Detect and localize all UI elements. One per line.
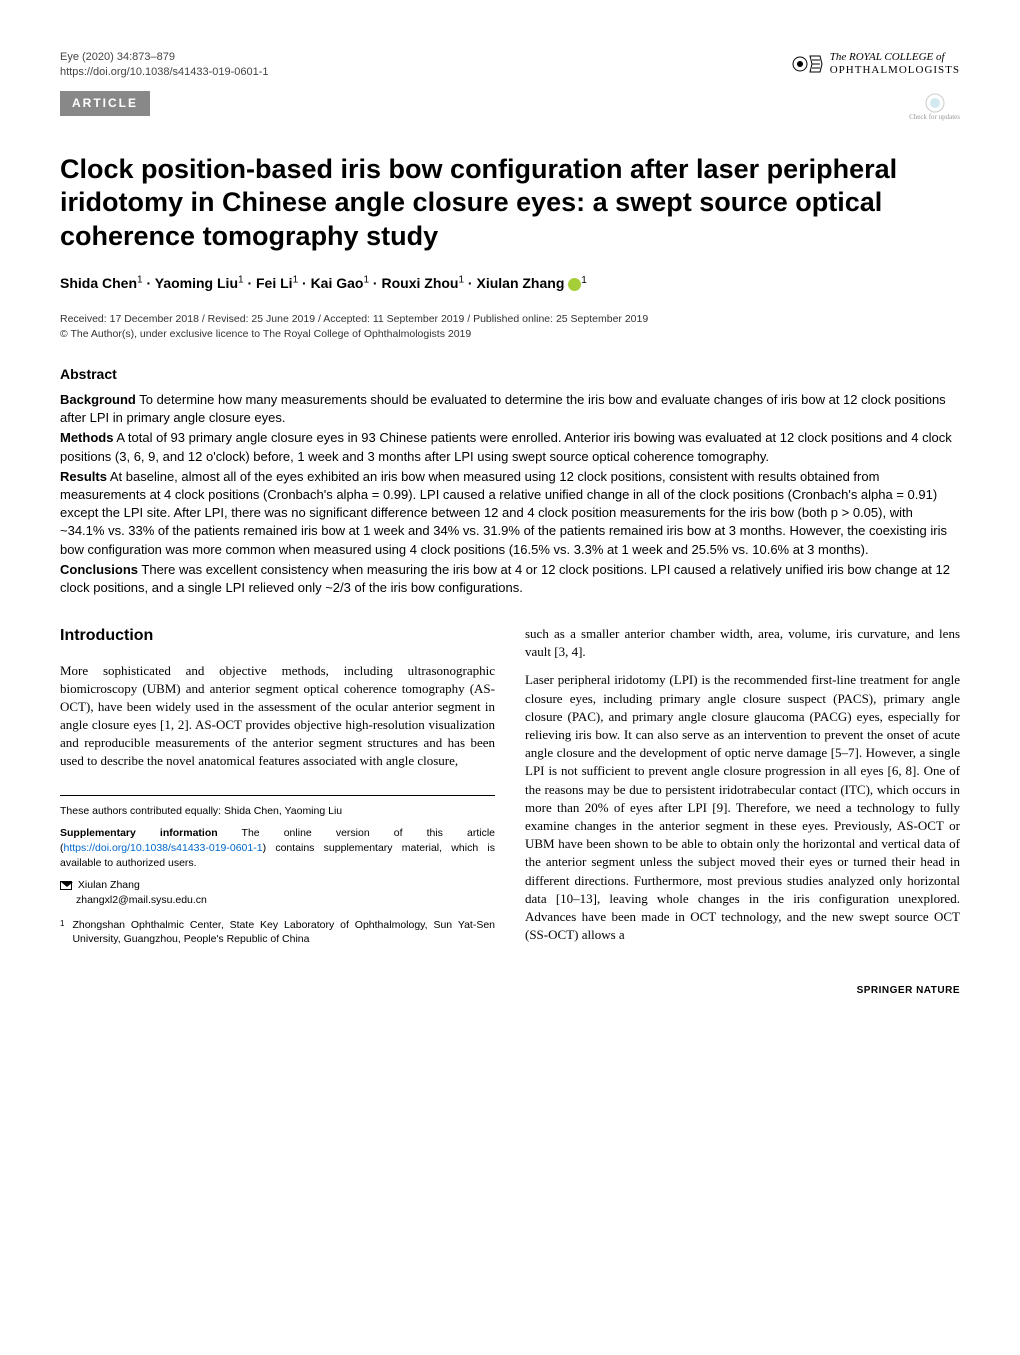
author-affil-sup: 1 xyxy=(581,275,587,286)
page-header: Eye (2020) 34:873–879 https://doi.org/10… xyxy=(60,50,960,81)
college-crest-icon xyxy=(792,50,824,78)
background-text: To determine how many measurements shoul… xyxy=(60,392,946,425)
equal-contribution: These authors contributed equally: Shida… xyxy=(60,804,495,819)
article-meta: Received: 17 December 2018 / Revised: 25… xyxy=(60,312,960,341)
conclusions-label: Conclusions xyxy=(60,562,138,577)
affiliation: 1 Zhongshan Ophthalmic Center, State Key… xyxy=(60,918,495,947)
intro-para-3: Laser peripheral iridotomy (LPI) is the … xyxy=(525,671,960,944)
body-columns: Introduction More sophisticated and obje… xyxy=(60,625,960,954)
logo-line-1: The ROYAL COLLEGE of xyxy=(830,51,960,64)
column-left: Introduction More sophisticated and obje… xyxy=(60,625,495,954)
orcid-icon[interactable] xyxy=(568,278,581,291)
logo-text: The ROYAL COLLEGE of OPHTHALMOLOGISTS xyxy=(830,51,960,77)
supplementary-info: Supplementary information The online ver… xyxy=(60,826,495,870)
corresponding-author: Xiulan Zhang zhangxl2@mail.sysu.edu.cn xyxy=(60,878,495,907)
abstract-conclusions: Conclusions There was excellent consiste… xyxy=(60,561,960,597)
corresponding-name: Xiulan Zhang xyxy=(78,879,140,891)
abstract-heading: Abstract xyxy=(60,365,960,385)
intro-para-1: More sophisticated and objective methods… xyxy=(60,662,495,771)
abstract-section: Abstract Background To determine how man… xyxy=(60,365,960,597)
publisher-footer: SPRINGER NATURE xyxy=(60,984,960,998)
author-list: Shida Chen1 · Yaoming Liu1 · Fei Li1 · K… xyxy=(60,274,960,294)
intro-para-2: such as a smaller anterior chamber width… xyxy=(525,625,960,661)
methods-text: A total of 93 primary angle closure eyes… xyxy=(60,430,952,463)
journal-citation: Eye (2020) 34:873–879 xyxy=(60,50,269,65)
supp-link[interactable]: https://doi.org/10.1038/s41433-019-0601-… xyxy=(64,842,263,854)
check-updates-label: Check for updates xyxy=(909,113,960,121)
article-type-tag: ARTICLE xyxy=(60,91,150,116)
background-label: Background xyxy=(60,392,136,407)
article-dates: Received: 17 December 2018 / Revised: 25… xyxy=(60,312,960,327)
conclusions-text: There was excellent consistency when mea… xyxy=(60,562,950,595)
article-copyright: © The Author(s), under exclusive licence… xyxy=(60,327,960,342)
affiliation-text: Zhongshan Ophthalmic Center, State Key L… xyxy=(72,918,495,947)
logo-line-2: OPHTHALMOLOGISTS xyxy=(830,64,960,77)
abstract-background: Background To determine how many measure… xyxy=(60,391,960,427)
column-right: such as a smaller anterior chamber width… xyxy=(525,625,960,954)
journal-info: Eye (2020) 34:873–879 https://doi.org/10… xyxy=(60,50,269,81)
results-label: Results xyxy=(60,469,107,484)
article-title: Clock position-based iris bow configurat… xyxy=(60,153,960,254)
authors-text: Shida Chen1 · Yaoming Liu1 · Fei Li1 · K… xyxy=(60,275,564,291)
affiliation-num: 1 xyxy=(60,918,64,947)
footnotes: These authors contributed equally: Shida… xyxy=(60,795,495,948)
check-updates-badge[interactable]: Check for updates xyxy=(909,93,960,123)
abstract-methods: Methods A total of 93 primary angle clos… xyxy=(60,429,960,465)
journal-logo: The ROYAL COLLEGE of OPHTHALMOLOGISTS xyxy=(792,50,960,78)
introduction-heading: Introduction xyxy=(60,625,495,647)
check-updates-icon xyxy=(925,93,945,113)
envelope-icon xyxy=(60,881,72,890)
doi: https://doi.org/10.1038/s41433-019-0601-… xyxy=(60,65,269,80)
abstract-results: Results At baseline, almost all of the e… xyxy=(60,468,960,559)
methods-label: Methods xyxy=(60,430,113,445)
supp-label: Supplementary information xyxy=(60,827,218,839)
results-text: At baseline, almost all of the eyes exhi… xyxy=(60,469,947,557)
corresponding-email: zhangxl2@mail.sysu.edu.cn xyxy=(76,894,207,906)
